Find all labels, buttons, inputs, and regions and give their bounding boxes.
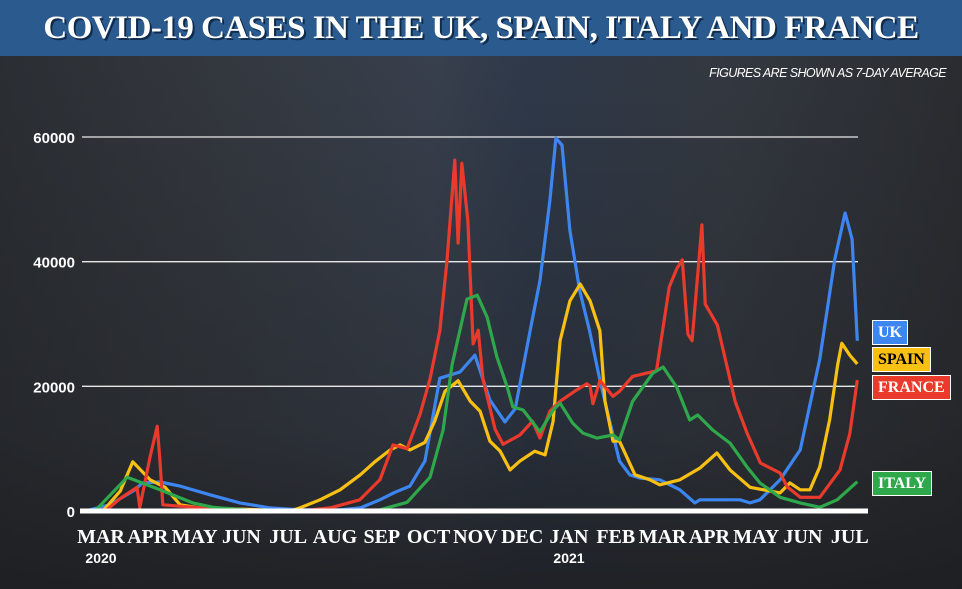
x-tick-label: APR (689, 526, 731, 548)
x-tick-label: MAR (77, 526, 125, 548)
x-tick-label: MAY (172, 526, 218, 548)
series-lines (84, 136, 859, 513)
x-tick-label: NOV (453, 526, 498, 548)
series-line-france (104, 158, 859, 513)
title-bar: COVID-19 CASES IN THE UK, SPAIN, ITALY A… (0, 0, 962, 56)
x-tick-label: JUL (831, 526, 869, 548)
year-label: 2021 (553, 550, 584, 566)
y-axis-labels: 0 20000 40000 60000 (33, 130, 75, 521)
legend-label-italy: ITALY (872, 471, 933, 496)
y-tick-label: 0 (67, 504, 75, 521)
x-tick-label: SEP (363, 526, 400, 548)
legend-label-spain: SPAIN (872, 347, 931, 372)
series-line-spain (101, 282, 859, 513)
year-label: 2020 (85, 550, 116, 566)
x-tick-label: OCT (407, 526, 451, 548)
background-photo (0, 55, 962, 589)
x-axis-labels: MAR APR MAY JUN JUL AUG SEP OCT NOV DEC JAN FEB MAR A… (77, 526, 869, 566)
y-tick-label: 40000 (33, 255, 75, 272)
series-line-italy (93, 293, 859, 513)
legend-label-uk: UK (872, 320, 908, 345)
chart-title: COVID-19 CASES IN THE UK, SPAIN, ITALY A… (43, 9, 919, 46)
x-tick-label: FEB (596, 526, 635, 548)
y-tick-label: 20000 (33, 379, 75, 396)
x-tick-label: MAY (733, 526, 779, 548)
y-tick-label: 60000 (33, 130, 75, 147)
x-tick-label: APR (127, 526, 169, 548)
x-tick-label: JAN (550, 526, 589, 548)
legend-label-france: FRANCE (872, 375, 951, 400)
chart-subtitle: FIGURES ARE SHOWN AS 7-DAY AVERAGE (709, 66, 946, 80)
series-line-uk (84, 136, 859, 513)
x-tick-label: JUN (222, 526, 261, 548)
x-tick-label: AUG (313, 526, 358, 548)
x-tick-label: JUN (784, 526, 823, 548)
x-tick-label: DEC (501, 526, 543, 548)
x-tick-label: JUL (269, 526, 307, 548)
x-tick-label: MAR (639, 526, 687, 548)
